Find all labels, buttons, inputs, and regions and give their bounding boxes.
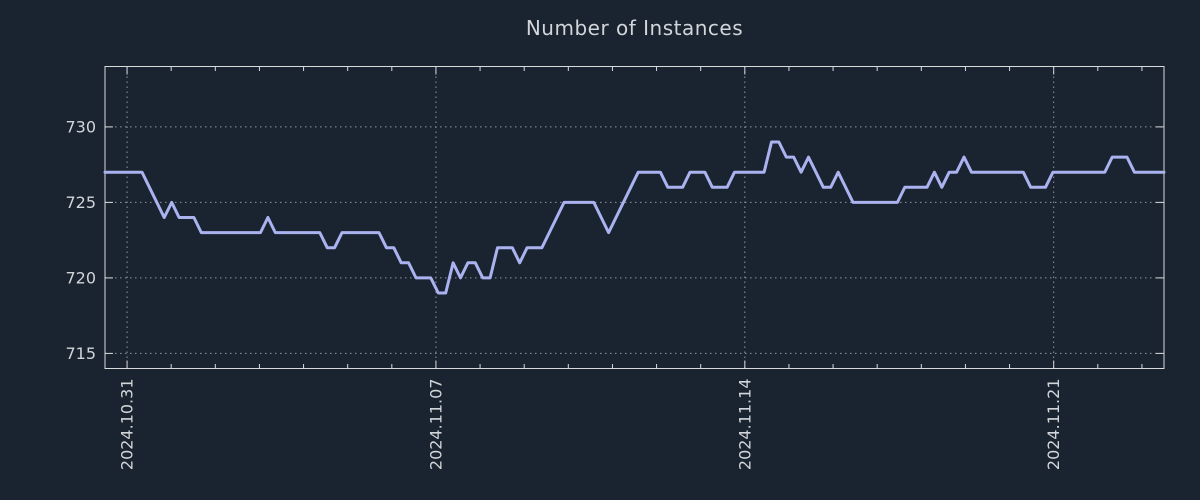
y-tick-label: 720 xyxy=(65,268,96,287)
chart-title: Number of Instances xyxy=(525,16,744,40)
tick-marks xyxy=(105,66,1164,369)
x-tick-label: 2024.11.07 xyxy=(426,379,445,471)
y-tick-label: 715 xyxy=(65,344,96,363)
gridlines xyxy=(105,66,1164,369)
axis-labels: 715 720 725 730 2024.10.31 2024.11.07 2024.11.… xyxy=(65,117,1063,470)
x-tick-label: 2024.11.14 xyxy=(735,379,754,471)
plot-border xyxy=(104,66,1165,369)
y-tick-label: 730 xyxy=(65,117,96,136)
x-tick-label: 2024.10.31 xyxy=(118,379,137,471)
y-tick-label: 725 xyxy=(65,193,96,212)
x-tick-label: 2024.11.21 xyxy=(1044,379,1063,471)
series-line xyxy=(103,140,1166,295)
